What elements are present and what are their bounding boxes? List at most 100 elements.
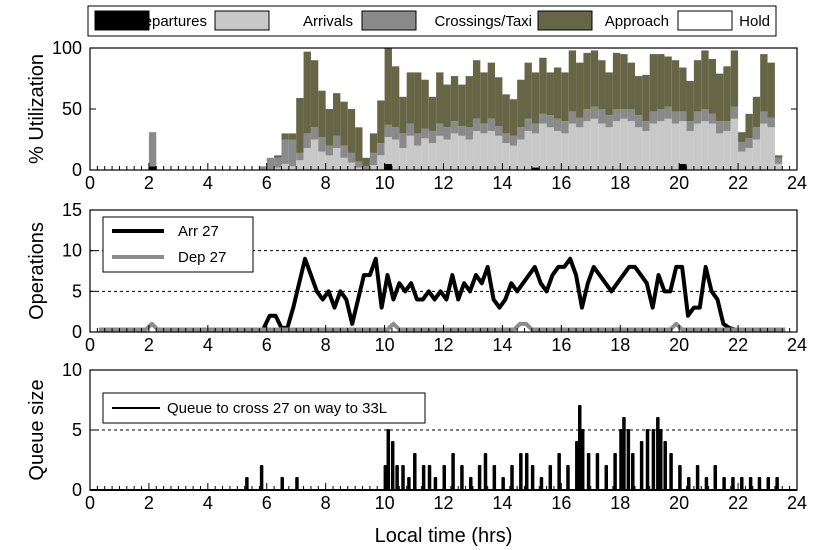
bar-approach: [612, 52, 621, 109]
bar-crossings-taxi: [686, 121, 694, 131]
bar-crossings-taxi: [701, 109, 709, 122]
series-line-dep-27: [98, 321, 786, 332]
x-tick-label: 6: [262, 335, 272, 355]
bar-arrivals: [281, 163, 289, 170]
legend-label: Dep 27: [178, 249, 226, 266]
x-tick-label: 8: [321, 335, 331, 355]
legend-box: [102, 216, 254, 273]
bar-arrivals: [576, 127, 584, 170]
bar-approach: [657, 54, 665, 109]
plot-frame: [89, 369, 798, 491]
bar-crossings-taxi: [472, 118, 481, 131]
bar-crossings-taxi: [458, 126, 466, 136]
bar-crossings-taxi: [502, 133, 510, 144]
bar-arrivals: [347, 162, 356, 170]
bar-approach: [649, 54, 658, 112]
bar-crossings-taxi: [752, 127, 761, 140]
x-tick-label: 24: [787, 173, 807, 193]
x-tick-label: 2: [144, 173, 154, 193]
bar-approach: [561, 72, 569, 122]
bar-arrivals: [553, 130, 562, 170]
y-tick-label: 5: [72, 281, 82, 301]
bar-approach: [524, 62, 532, 119]
bar-crossings-taxi: [664, 106, 672, 119]
bar-approach: [598, 60, 606, 109]
bar-approach: [752, 96, 761, 128]
y-tick-label: 5: [72, 420, 82, 440]
bar-crossings-taxi: [509, 135, 518, 146]
x-tick-label: 12: [433, 493, 453, 513]
legend-swatch-crossings-taxi: [361, 10, 417, 31]
bar-approach: [517, 79, 525, 128]
bar-crossings-taxi: [531, 123, 540, 134]
bar-crossings-taxi: [649, 111, 658, 124]
bar-crossings-taxi: [767, 117, 775, 128]
bar-arrivals: [546, 127, 554, 170]
bar-approach: [553, 67, 562, 119]
bar-arrivals: [399, 148, 407, 170]
bar-departures: [384, 163, 392, 170]
bar-approach: [590, 50, 599, 107]
bar-crossings-taxi: [310, 127, 319, 140]
bar-crossings-taxi: [524, 118, 532, 131]
bar-approach: [480, 72, 488, 124]
y-tick-label: 10: [62, 360, 82, 380]
bar-approach: [531, 72, 540, 124]
x-tick-label: 16: [551, 493, 571, 513]
bar-approach: [458, 84, 466, 127]
bar-crossings-taxi: [546, 115, 554, 128]
bar-crossings-taxi: [657, 109, 665, 122]
y-tick-label: 10: [62, 241, 82, 261]
bar-crossings-taxi: [590, 106, 599, 119]
bar-approach: [318, 90, 326, 138]
bar-crossings-taxi: [576, 117, 584, 128]
bar-crossings-taxi: [561, 121, 569, 134]
bar-crossings-taxi: [288, 139, 297, 167]
bar-arrivals: [701, 121, 709, 170]
bar-approach: [274, 155, 282, 158]
bar-crossings-taxi: [598, 109, 606, 124]
bar-arrivals: [671, 123, 680, 170]
bar-crossings-taxi: [266, 157, 275, 170]
legend-label: Approach: [605, 13, 669, 30]
bar-crossings-taxi: [679, 111, 687, 122]
series-line-arr-27: [262, 256, 783, 332]
bar-arrivals: [612, 121, 621, 170]
bar-crossings-taxi: [620, 109, 628, 119]
bar-arrivals: [288, 166, 297, 170]
bar-crossings-taxi: [634, 115, 643, 128]
legend-label: Departures: [133, 13, 207, 30]
x-tick-label: 4: [203, 493, 213, 513]
bar-arrivals: [450, 133, 459, 170]
bar-approach: [546, 72, 554, 116]
bar-approach: [436, 72, 444, 124]
y-tick-label: 15: [62, 200, 82, 220]
bar-crossings-taxi: [391, 127, 400, 140]
bar-arrivals: [369, 165, 378, 170]
bar-crossings-taxi: [355, 161, 363, 168]
bar-approach: [296, 98, 304, 153]
legend: Arr 27 Dep 27: [102, 216, 254, 273]
bar-arrivals: [708, 123, 716, 170]
bar-departures: [148, 166, 157, 170]
bar-arrivals: [524, 130, 532, 170]
bar-crossings-taxi: [362, 166, 370, 170]
bar-approach: [767, 62, 775, 118]
bar-approach: [723, 66, 731, 122]
bar-arrivals: [598, 123, 606, 170]
bar-approach: [620, 54, 628, 109]
x-tick-label: 20: [669, 335, 689, 355]
legend-swatch-hold: [677, 10, 733, 31]
bar-approach: [686, 80, 694, 122]
bar-arrivals: [340, 157, 348, 170]
bar-arrivals: [391, 139, 400, 170]
bar-arrivals: [590, 118, 599, 170]
bar-arrivals: [428, 143, 437, 170]
bar-crossings-taxi: [480, 123, 488, 134]
bar-crossings-taxi: [274, 157, 282, 168]
bar-approach: [583, 52, 591, 109]
x-tick-label: 16: [551, 173, 571, 193]
